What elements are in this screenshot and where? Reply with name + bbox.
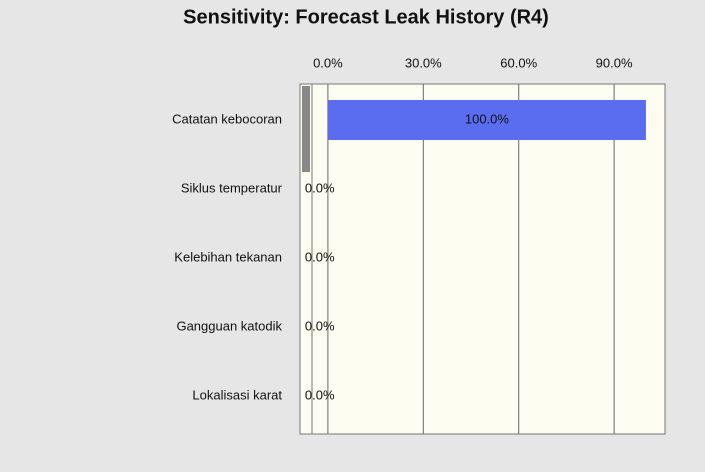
y-tick-label: Siklus temperatur bbox=[181, 180, 283, 195]
page: Sensitivity: Forecast Leak History (R4) … bbox=[0, 0, 705, 472]
value-label: 0.0% bbox=[305, 387, 335, 402]
value-label: 0.0% bbox=[305, 318, 335, 333]
y-tick-label: Lokalisasi karat bbox=[192, 387, 282, 402]
scroll-thumb bbox=[302, 86, 310, 172]
value-label: 100.0% bbox=[465, 111, 510, 126]
chart-title: Sensitivity: Forecast Leak History (R4) bbox=[183, 6, 549, 28]
value-label: 0.0% bbox=[305, 249, 335, 264]
x-tick-label: 0.0% bbox=[313, 55, 343, 70]
y-tick-label: Gangguan katodik bbox=[176, 318, 282, 333]
chart: Sensitivity: Forecast Leak History (R4) … bbox=[0, 0, 705, 472]
x-tick-label: 30.0% bbox=[405, 55, 442, 70]
y-tick-label: Kelebihan tekanan bbox=[174, 249, 282, 264]
value-label: 0.0% bbox=[305, 180, 335, 195]
x-tick-label: 60.0% bbox=[500, 55, 537, 70]
x-tick-label: 90.0% bbox=[596, 55, 633, 70]
y-tick-label: Catatan kebocoran bbox=[172, 111, 282, 126]
